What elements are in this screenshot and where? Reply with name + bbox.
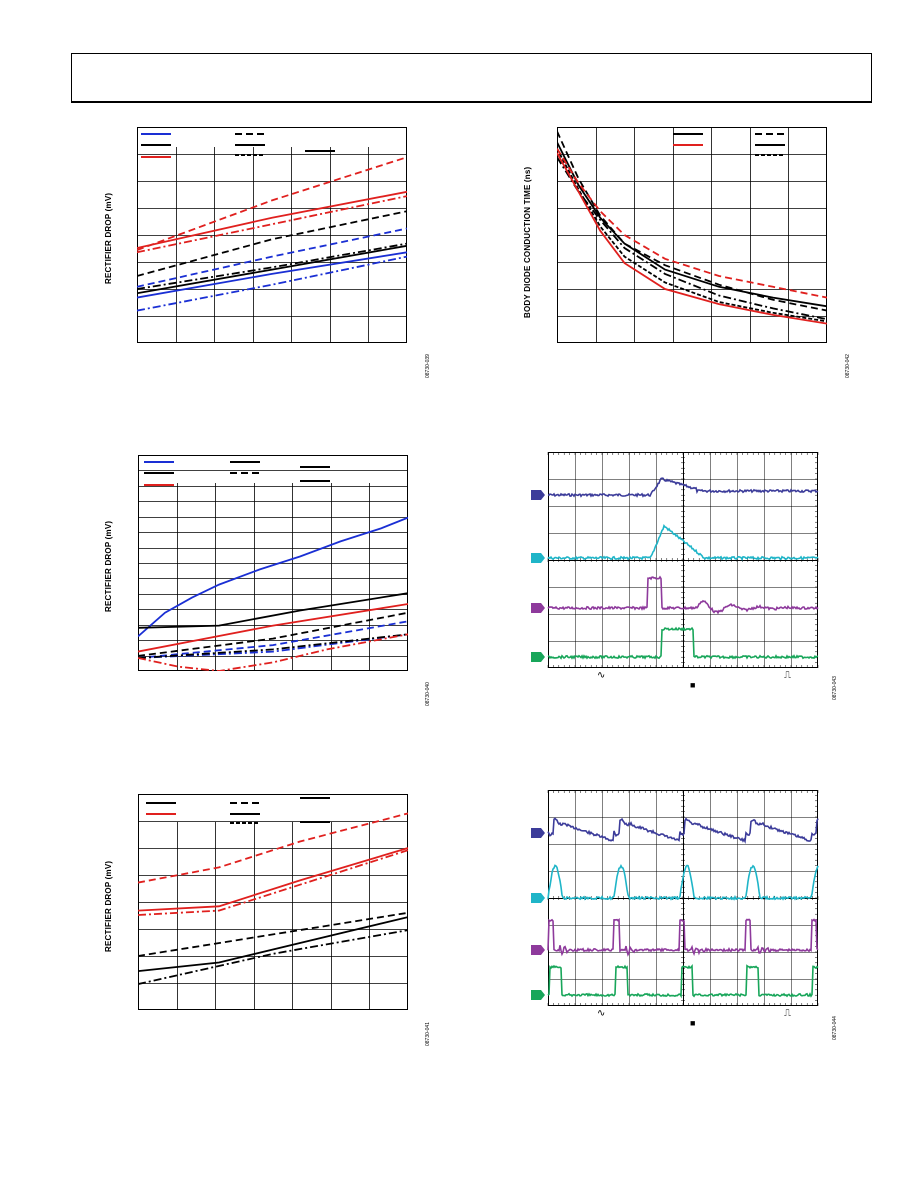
channel-trace-3 bbox=[547, 575, 819, 615]
chart-tl-figure-id: 08730-039 bbox=[425, 354, 431, 378]
channel-marker-1 bbox=[531, 828, 545, 838]
series-line-1 bbox=[138, 911, 408, 957]
series-line-3 bbox=[137, 244, 407, 295]
chart-tr-figure-id: 08730-042 bbox=[845, 354, 851, 378]
series-line-0 bbox=[138, 916, 408, 972]
br-trigger-marker-icon: ■ bbox=[690, 1018, 696, 1028]
channel-trace-3 bbox=[547, 917, 819, 957]
channel-marker-3 bbox=[531, 603, 545, 613]
series-line-2 bbox=[138, 929, 408, 985]
series-line-4 bbox=[138, 849, 408, 916]
series-line-3 bbox=[138, 847, 408, 912]
chart-tl-ylabel: RECTIFIER DROP (mV) bbox=[104, 192, 113, 284]
plot-frame bbox=[138, 455, 408, 671]
plot-frame bbox=[557, 127, 827, 343]
chart-rectifier-drop-bottom bbox=[138, 794, 408, 1010]
page-header-frame bbox=[71, 53, 872, 103]
mr-rising-edge-icon: ⎍ bbox=[784, 670, 791, 681]
channel-trace-1 bbox=[547, 477, 819, 498]
channel-trace-2 bbox=[547, 864, 819, 901]
channel-marker-2 bbox=[531, 893, 545, 903]
mr-trigger-marker-icon: ■ bbox=[690, 680, 696, 690]
series-line-0 bbox=[557, 141, 827, 308]
series-line-3 bbox=[557, 148, 827, 323]
br-ac-coupling-icon: ∿ bbox=[597, 1008, 606, 1019]
series-line-7 bbox=[137, 195, 407, 254]
chart-body-diode-conduction-time bbox=[557, 127, 827, 343]
channel-marker-4 bbox=[531, 652, 545, 662]
series-line-4 bbox=[557, 152, 827, 325]
series-line-2 bbox=[137, 227, 407, 288]
channel-trace-4 bbox=[547, 626, 819, 660]
series-line-6 bbox=[138, 603, 408, 653]
chart-tr-ylabel: BODY DIODE CONDUCTION TIME (ns) bbox=[523, 166, 532, 318]
series-line-8 bbox=[137, 156, 407, 251]
series-line-1 bbox=[138, 620, 408, 659]
plot-frame bbox=[137, 127, 407, 343]
chart-rectifier-drop-top bbox=[137, 127, 407, 343]
channel-trace-4 bbox=[547, 963, 819, 999]
series-line-5 bbox=[137, 210, 407, 277]
channel-marker-4 bbox=[531, 990, 545, 1000]
mr-ac-coupling-icon: ∿ bbox=[597, 670, 606, 681]
series-line-5 bbox=[557, 148, 827, 299]
chart-ml-figure-id: 08730-040 bbox=[425, 682, 431, 706]
series-line-7 bbox=[138, 633, 408, 671]
chart-bl-ylabel: RECTIFIER DROP (mV) bbox=[104, 860, 113, 952]
series-line-6 bbox=[137, 190, 407, 249]
scope-capture-single-event bbox=[531, 452, 819, 668]
plot-frame bbox=[138, 794, 408, 1010]
chart-rectifier-drop-middle bbox=[138, 455, 408, 671]
series-line-4 bbox=[137, 242, 407, 290]
series-line-0 bbox=[137, 251, 407, 299]
br-rising-edge-icon: ⎍ bbox=[784, 1008, 791, 1019]
series-line-0 bbox=[138, 516, 408, 638]
channel-marker-3 bbox=[531, 945, 545, 955]
chart-bl-figure-id: 08730-041 bbox=[425, 1022, 431, 1046]
series-line-5 bbox=[138, 812, 408, 884]
channel-trace-2 bbox=[547, 523, 819, 561]
series-line-5 bbox=[138, 633, 408, 659]
scope-capture-repetitive bbox=[531, 790, 819, 1006]
series-line-3 bbox=[138, 592, 408, 629]
chart-mr-figure-id: 08730-043 bbox=[832, 676, 838, 700]
channel-trace-1 bbox=[547, 817, 819, 844]
channel-marker-1 bbox=[531, 490, 545, 500]
channel-marker-2 bbox=[531, 553, 545, 563]
chart-br-figure-id: 08730-044 bbox=[832, 1016, 838, 1040]
series-line-1 bbox=[557, 130, 827, 312]
chart-ml-ylabel: RECTIFIER DROP (mV) bbox=[104, 520, 113, 612]
series-line-4 bbox=[138, 611, 408, 657]
series-line-1 bbox=[137, 255, 407, 312]
